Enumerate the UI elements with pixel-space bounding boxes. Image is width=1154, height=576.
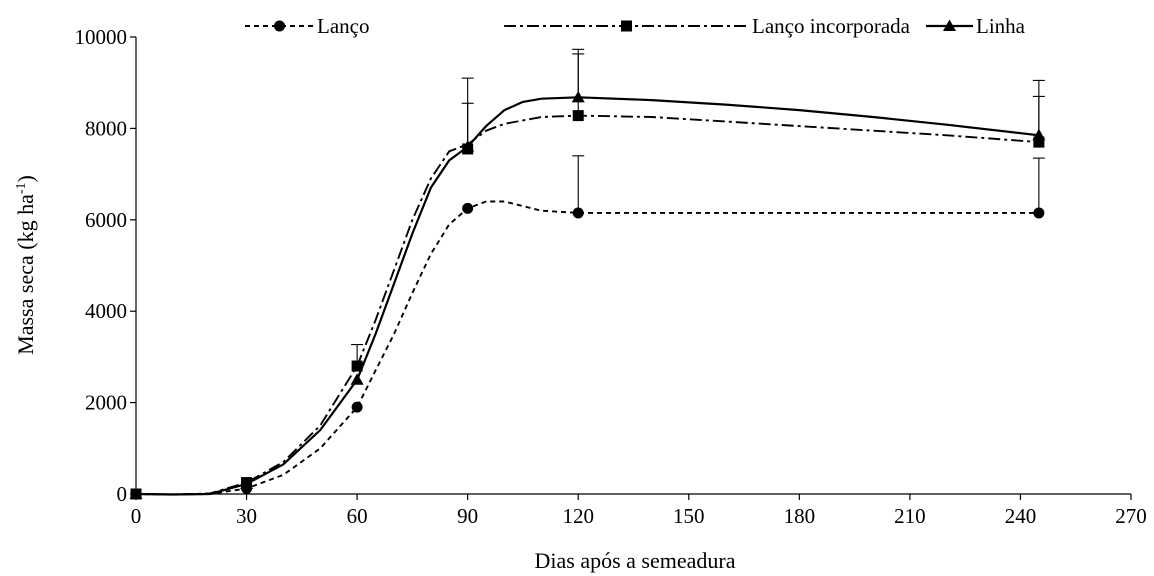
y-tick-label: 0 bbox=[117, 482, 128, 506]
y-tick-label: 2000 bbox=[85, 391, 127, 415]
data-point bbox=[350, 373, 364, 385]
legend-marker bbox=[621, 20, 632, 32]
data-point bbox=[572, 207, 584, 219]
series-line bbox=[135, 200, 1039, 496]
series-layer bbox=[129, 48, 1046, 500]
y-tick-label: 8000 bbox=[85, 116, 127, 140]
y-axis-label-sup: -1 bbox=[14, 182, 29, 194]
legend-marker bbox=[943, 19, 956, 31]
legend-label: Lanço incorporada bbox=[752, 14, 911, 38]
y-tick-label: 10000 bbox=[75, 25, 128, 49]
y-axis-label: Massa seca (kg ha-1) bbox=[13, 175, 38, 355]
x-axis-label: Dias após a semeadura bbox=[535, 548, 736, 573]
legend-label: Lanço bbox=[317, 14, 369, 38]
data-point bbox=[129, 487, 143, 499]
data-point bbox=[351, 360, 363, 372]
legend: Lanço Lanço incorporada Linha bbox=[245, 14, 1026, 38]
series-line bbox=[135, 114, 1039, 496]
data-point bbox=[1033, 207, 1045, 219]
series-circle bbox=[130, 155, 1045, 500]
x-tick-label: 120 bbox=[562, 504, 594, 528]
y-tick-label: 4000 bbox=[85, 299, 127, 323]
data-point bbox=[240, 477, 254, 489]
x-tick-label: 0 bbox=[131, 504, 142, 528]
data-point bbox=[571, 90, 585, 103]
x-tick-label: 150 bbox=[673, 504, 705, 528]
data-point bbox=[572, 110, 584, 122]
x-tick-label: 180 bbox=[784, 504, 816, 528]
x-tick-label: 270 bbox=[1115, 504, 1147, 528]
y-axis-label-main: Massa seca (kg ha bbox=[13, 194, 38, 355]
data-point bbox=[462, 202, 474, 214]
x-tick-label: 240 bbox=[1005, 504, 1037, 528]
y-tick-label: 6000 bbox=[85, 208, 127, 232]
data-point bbox=[1033, 136, 1045, 148]
legend-label: Linha bbox=[976, 14, 1026, 38]
y-axis-label-close: ) bbox=[13, 175, 38, 182]
series-line bbox=[135, 96, 1040, 496]
x-tick-label: 90 bbox=[457, 504, 478, 528]
data-point bbox=[1032, 128, 1046, 141]
data-point bbox=[351, 401, 363, 413]
series-triangle bbox=[129, 48, 1046, 499]
x-tick-label: 60 bbox=[347, 504, 368, 528]
data-point bbox=[461, 140, 475, 152]
x-tick-label: 30 bbox=[236, 504, 257, 528]
axes: 0 30 60 90 120 150 180 210 240 270 0 2000 4000 6000 80… bbox=[75, 25, 1147, 528]
legend-marker bbox=[274, 20, 285, 32]
x-tick-label: 210 bbox=[894, 504, 926, 528]
